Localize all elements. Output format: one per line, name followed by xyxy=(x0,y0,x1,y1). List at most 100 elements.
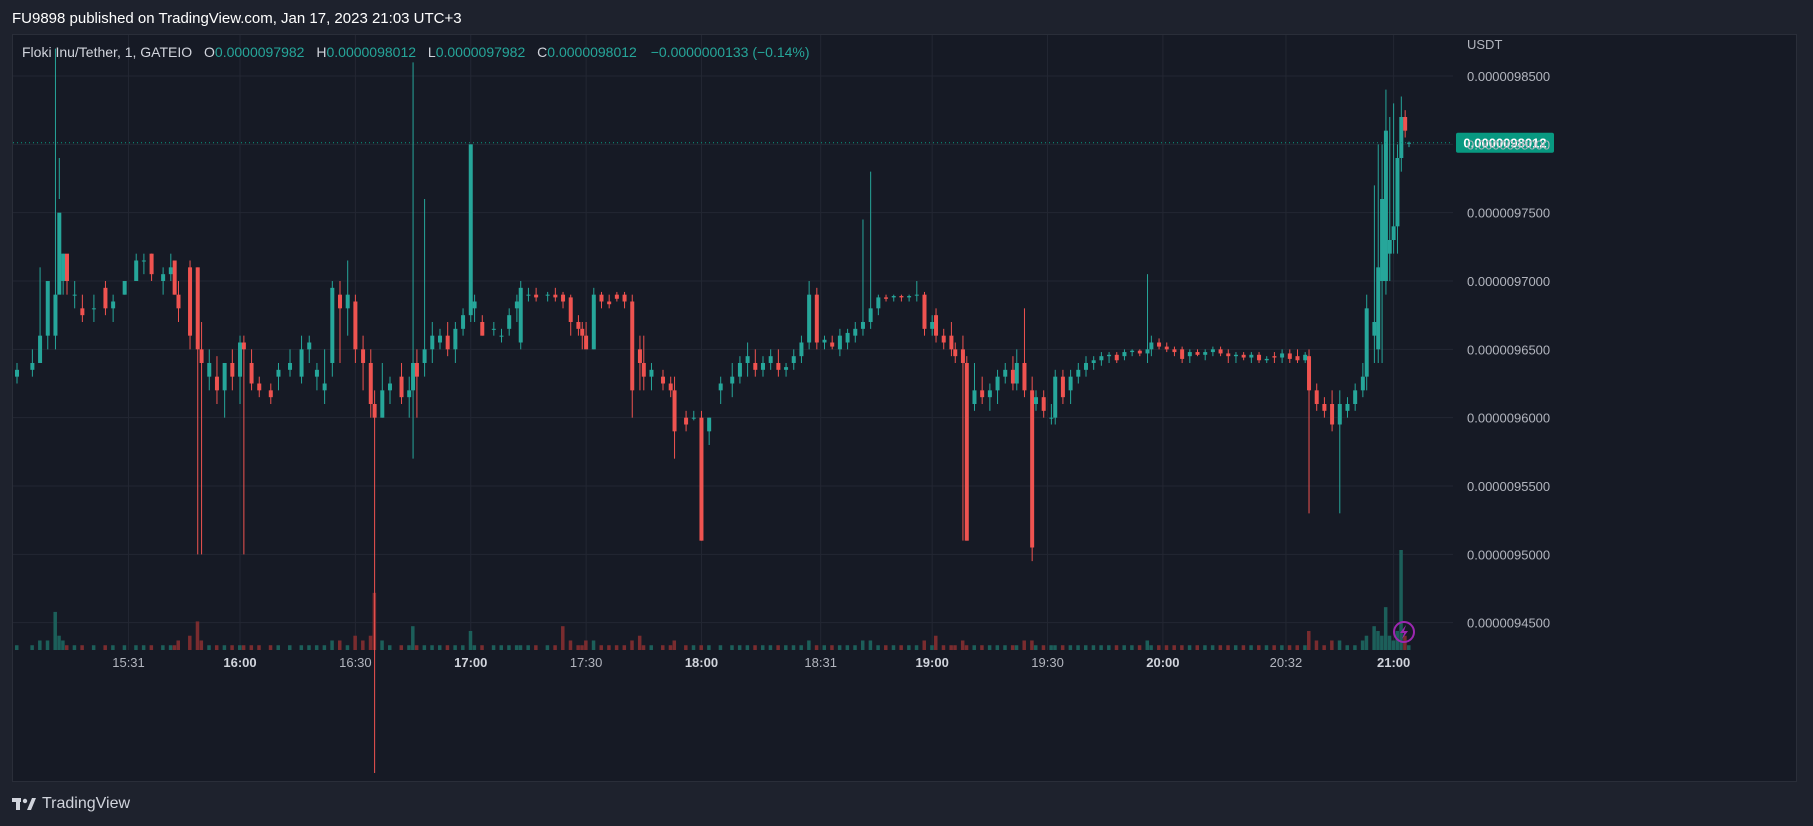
volume-bar xyxy=(684,645,688,650)
footer-brand[interactable]: TradingView xyxy=(12,790,130,818)
candle xyxy=(64,253,69,295)
candle-body xyxy=(1091,360,1096,363)
candle-body xyxy=(768,356,773,363)
candle-body xyxy=(276,369,281,377)
volume-bar xyxy=(80,645,84,650)
candle xyxy=(1360,363,1365,398)
candle xyxy=(591,287,596,350)
symbol-title[interactable]: Floki Inu/Tether, 1, GATEIO xyxy=(22,44,193,60)
candle-body xyxy=(207,363,212,377)
candle xyxy=(1014,349,1019,391)
volume-bar xyxy=(1014,645,1019,650)
volume-bar xyxy=(972,645,976,650)
candle xyxy=(1376,144,1381,363)
candle xyxy=(103,281,108,316)
volume-bar xyxy=(830,645,834,650)
volume-bar xyxy=(57,635,61,650)
volume-bar xyxy=(399,645,404,650)
volume-bar xyxy=(1372,626,1376,650)
candle xyxy=(1041,390,1046,418)
candle xyxy=(445,322,450,357)
candle xyxy=(268,383,273,404)
candle xyxy=(134,253,139,281)
candle xyxy=(1010,356,1015,391)
volume-bar xyxy=(580,645,584,650)
publisher-line: FU9898 published on TradingView.com, Jan… xyxy=(12,10,462,27)
time-tick-label: 20:00 xyxy=(1146,655,1179,670)
low-value: 0.0000097982 xyxy=(435,44,526,60)
volume-bar xyxy=(514,645,519,650)
volume-bar xyxy=(649,645,653,650)
candle xyxy=(461,308,466,336)
candle-body xyxy=(649,369,654,377)
candle xyxy=(876,294,881,316)
candle-body xyxy=(411,363,416,391)
candle xyxy=(630,294,635,418)
candle xyxy=(361,335,366,391)
candle xyxy=(960,335,965,541)
candle-body xyxy=(345,294,350,309)
candle-body xyxy=(784,367,789,370)
volume-bar xyxy=(753,645,757,650)
candle-body xyxy=(630,301,635,391)
candle xyxy=(507,308,512,336)
candle-body xyxy=(949,335,954,350)
volume-bar xyxy=(661,645,665,650)
volume-bar xyxy=(1149,645,1153,650)
candle-body xyxy=(1014,363,1019,384)
volume-bar xyxy=(53,611,57,650)
candle-body xyxy=(1172,349,1177,353)
candle-body xyxy=(111,301,116,309)
volume-bar xyxy=(584,640,588,650)
candle xyxy=(480,315,485,336)
candle xyxy=(584,322,589,350)
chart-frame[interactable]: 0.0000098012 USDT 0.0000094500 0.00000950… xyxy=(12,34,1797,782)
candle xyxy=(672,376,677,459)
candle-body xyxy=(1226,353,1231,357)
volume-bar xyxy=(876,645,880,650)
candle xyxy=(1149,335,1154,357)
volume-bar xyxy=(1226,645,1230,650)
volume-bar xyxy=(1041,645,1046,650)
volume-bar xyxy=(491,645,496,650)
volume-bar xyxy=(1010,645,1015,650)
candle-body xyxy=(268,390,273,398)
lightning-icon[interactable] xyxy=(1393,621,1415,643)
candle xyxy=(1049,404,1054,425)
candle xyxy=(168,253,173,281)
candle xyxy=(15,363,19,384)
candle xyxy=(568,294,573,336)
candle xyxy=(707,417,712,445)
volume-bar xyxy=(1287,645,1292,650)
volume-bar xyxy=(1210,645,1215,650)
price-axis[interactable]: USDT 0.0000094500 0.0000095000 0.000009550… xyxy=(1467,37,1550,631)
candle xyxy=(830,335,835,350)
volume-bar xyxy=(172,645,177,650)
candle xyxy=(1391,103,1396,254)
candle xyxy=(745,342,750,377)
candle xyxy=(814,287,819,350)
volume-bar xyxy=(330,640,334,650)
candlestick-chart[interactable]: 0.0000098012 USDT 0.0000094500 0.00000950… xyxy=(13,35,1798,783)
volume-bar xyxy=(276,645,280,650)
volume-bar xyxy=(168,645,173,650)
candle-body xyxy=(1157,342,1162,347)
candle-body xyxy=(1010,369,1015,384)
candle xyxy=(845,328,850,350)
candle-body xyxy=(745,356,750,363)
time-axis[interactable]: 15:31 16:00 16:30 17:00 17:30 18:00 18:31 19:00… xyxy=(112,655,1410,670)
candle-body xyxy=(622,294,627,302)
candle xyxy=(249,349,254,391)
volume-bars xyxy=(15,550,1411,650)
volume-bar xyxy=(1295,645,1299,650)
candle xyxy=(1068,369,1073,404)
candle-body xyxy=(1303,354,1308,361)
candle xyxy=(422,199,427,377)
volume-bar xyxy=(407,645,411,650)
candle-body xyxy=(941,335,946,343)
volume-bar xyxy=(1187,645,1192,650)
candle-body xyxy=(45,281,50,336)
volume-bar xyxy=(737,645,742,650)
candle-body xyxy=(1395,158,1400,227)
volume-bar xyxy=(1180,645,1184,650)
